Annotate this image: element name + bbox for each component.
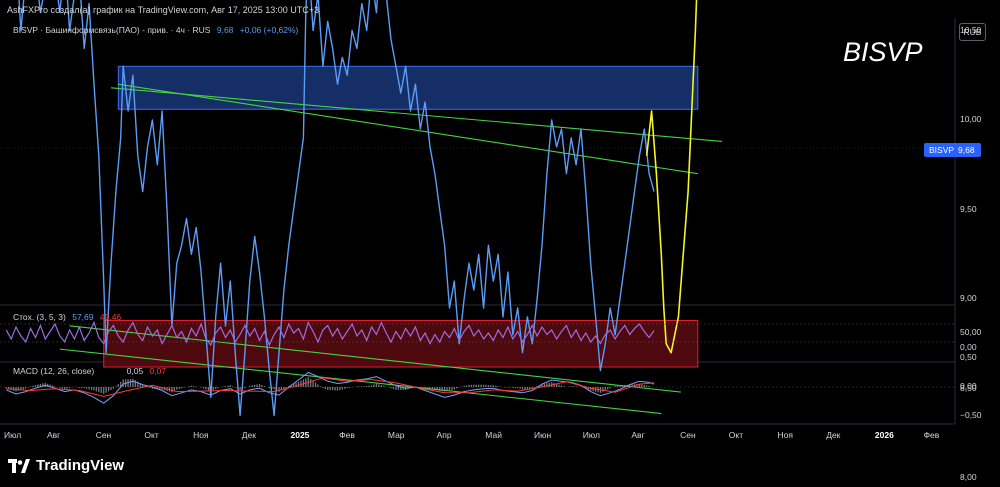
time-tick-label: Окт <box>144 430 159 440</box>
price-line <box>18 0 655 417</box>
author-line: AshFXPro создал(а) график на TradingView… <box>7 5 320 15</box>
time-tick-label: Июл <box>582 430 600 440</box>
stoch-legend: Стох. (3, 5, 3) 57,69 49,46 <box>13 312 121 322</box>
macd-legend-label: MACD (12, 26, close) <box>13 366 95 376</box>
forecast-path <box>645 0 698 354</box>
last-price-tag: BISVP 9,68 <box>924 143 981 157</box>
time-tick-label: Ноя <box>193 430 209 440</box>
tradingview-logo-icon <box>8 458 30 473</box>
time-tick-label: Дек <box>826 430 841 440</box>
time-tick-label: 2025 <box>290 430 310 440</box>
zone-support <box>103 319 699 368</box>
trend-line-1 <box>110 87 723 143</box>
time-tick-label: Ноя <box>777 430 793 440</box>
main-legend-label: BISVP · Башинформсвязь(ПАО) - прив. · 4ч… <box>13 25 211 35</box>
time-tick-label: Сен <box>680 430 696 440</box>
tradingview-logo[interactable]: TradingView <box>8 457 124 474</box>
time-tick-label: Апр <box>436 430 452 440</box>
trend-line-4 <box>59 348 662 415</box>
price-tick-label: 9,00 <box>960 293 977 303</box>
main-legend: BISVP · Башинформсвязь(ПАО) - прив. · 4ч… <box>13 25 298 35</box>
macd-legend-macd: 0,05 <box>126 366 144 376</box>
time-tick-label: Дек <box>241 430 256 440</box>
time-tick-label: Авг <box>47 430 61 440</box>
price-tick-label: 10,00 <box>960 114 982 124</box>
stoch-legend-k: 57,69 <box>72 312 94 322</box>
stoch-tick-label: 50,00 <box>960 327 982 337</box>
time-tick-label: Окт <box>728 430 744 440</box>
stoch-tick-label: 0,00 <box>960 342 977 352</box>
stoch-line <box>5 320 655 347</box>
time-tick-label: Сен <box>95 430 112 440</box>
price-tick-label: 9,50 <box>960 203 977 214</box>
main-legend-last: 9,68 <box>216 25 234 35</box>
price-tick-label: 8,50 <box>960 382 977 393</box>
time-tick-label: Мар <box>387 430 405 440</box>
main-legend-change: +0,06 (+0,62%) <box>239 25 299 35</box>
macd-legend-signal: 0,07 <box>149 366 167 376</box>
time-tick-label: 2026 <box>874 430 894 440</box>
macd-legend: MACD (12, 26, close) 0,05 0,07 <box>13 366 166 376</box>
time-tick-label: Июн <box>534 430 552 440</box>
macd-tick-label: 0,50 <box>960 352 977 362</box>
trend-line-2 <box>118 83 698 175</box>
trend-line-3 <box>69 325 681 393</box>
price-tag-symbol: BISVP <box>929 145 955 155</box>
time-tick-label: Май <box>485 430 502 440</box>
time-tick-label: Июл <box>4 430 22 440</box>
macd-tick-label: −0,50 <box>960 410 982 420</box>
macd-signal-line <box>6 377 655 397</box>
stoch-legend-d: 49,46 <box>99 312 122 322</box>
time-tick-label: Фев <box>339 430 355 440</box>
tradingview-logo-text: TradingView <box>36 457 125 474</box>
price-tick-label: 10,50 <box>960 24 982 35</box>
time-tick-label: Фев <box>923 430 940 440</box>
currency-button[interactable]: RUB <box>959 23 986 41</box>
symbol-title: BISVP <box>843 37 923 67</box>
stoch-legend-label: Стох. (3, 5, 3) <box>13 312 66 322</box>
price-tag-value: 9,68 <box>958 145 975 155</box>
price-tick-label: 8,00 <box>960 472 977 482</box>
macd-tick-label: 0,00 <box>960 381 977 391</box>
time-tick-label: Авг <box>631 430 645 440</box>
